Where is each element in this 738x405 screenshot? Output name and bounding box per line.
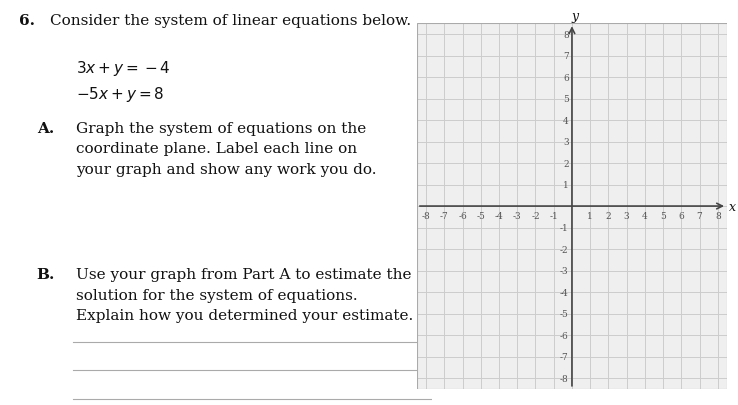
Text: -2: -2 — [531, 211, 539, 220]
Text: 6: 6 — [563, 73, 569, 82]
Text: -6: -6 — [560, 331, 569, 340]
Text: Use your graph from Part A to estimate the
solution for the system of equations.: Use your graph from Part A to estimate t… — [75, 267, 413, 322]
Text: 8: 8 — [715, 211, 721, 220]
Text: 6.: 6. — [19, 14, 35, 28]
Text: B.: B. — [37, 267, 55, 281]
Text: 4: 4 — [563, 116, 569, 125]
Text: 4: 4 — [642, 211, 648, 220]
Text: $-5x + y = 8$: $-5x + y = 8$ — [75, 85, 164, 104]
Text: -7: -7 — [440, 211, 449, 220]
Text: $3x + y = -4$: $3x + y = -4$ — [75, 59, 170, 78]
Text: 7: 7 — [697, 211, 703, 220]
Text: 6: 6 — [678, 211, 684, 220]
Text: -8: -8 — [421, 211, 430, 220]
Text: 5: 5 — [661, 211, 666, 220]
Text: 8: 8 — [563, 30, 569, 40]
Text: -1: -1 — [549, 211, 558, 220]
Text: 7: 7 — [563, 52, 569, 61]
Text: 2: 2 — [563, 159, 569, 168]
Text: 5: 5 — [563, 95, 569, 104]
Text: 1: 1 — [587, 211, 593, 220]
Text: -3: -3 — [513, 211, 522, 220]
Text: 1: 1 — [563, 181, 569, 190]
Text: A.: A. — [37, 122, 54, 135]
Text: -2: -2 — [560, 245, 569, 254]
Text: y: y — [571, 10, 579, 23]
Text: -4: -4 — [560, 288, 569, 297]
Text: -6: -6 — [458, 211, 467, 220]
Text: -5: -5 — [560, 309, 569, 318]
Text: 2: 2 — [606, 211, 611, 220]
Text: -7: -7 — [560, 352, 569, 361]
Text: -8: -8 — [560, 373, 569, 383]
Text: 3: 3 — [563, 138, 569, 147]
Text: -5: -5 — [476, 211, 485, 220]
Text: -3: -3 — [560, 266, 569, 275]
Text: -4: -4 — [494, 211, 503, 220]
Text: -1: -1 — [560, 224, 569, 232]
Text: 3: 3 — [624, 211, 630, 220]
Text: x: x — [728, 200, 736, 213]
Text: Graph the system of equations on the
coordinate plane. Label each line on
your g: Graph the system of equations on the coo… — [75, 122, 376, 177]
Text: Consider the system of linear equations below.: Consider the system of linear equations … — [49, 14, 411, 28]
